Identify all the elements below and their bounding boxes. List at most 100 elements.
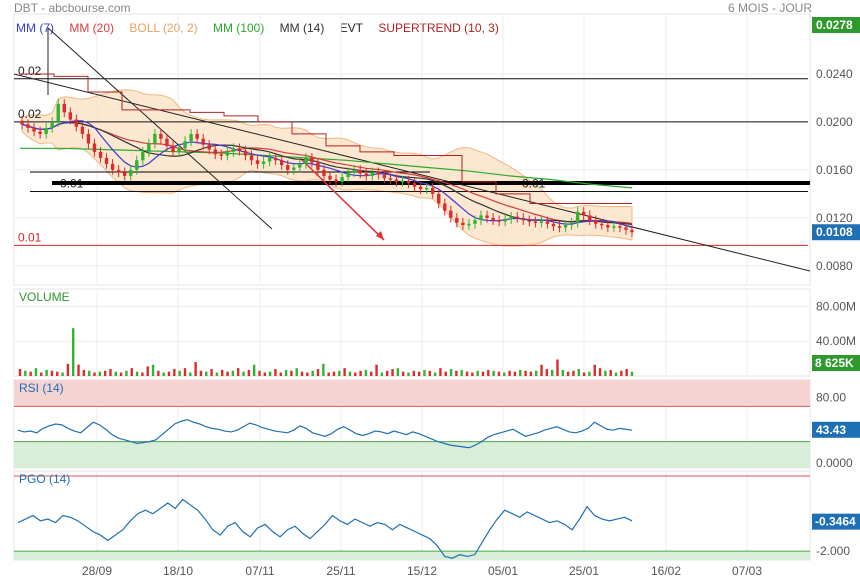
candle-body xyxy=(165,138,169,146)
volume-bar xyxy=(322,363,325,376)
pgo-line xyxy=(17,498,633,559)
candle-body xyxy=(92,143,97,152)
volume-bar xyxy=(630,371,634,376)
candle-body xyxy=(292,167,296,170)
x-tick-label: 18/10 xyxy=(163,564,193,578)
candle-body xyxy=(376,172,381,175)
candle-body xyxy=(370,172,374,176)
panel-frame-price xyxy=(13,13,811,286)
legend-mm14[interactable]: MM (14) xyxy=(279,21,325,35)
candle-body xyxy=(473,220,477,224)
candle-body xyxy=(569,222,574,226)
candle-body xyxy=(455,217,459,223)
volume-bar xyxy=(497,371,501,376)
volume-bar xyxy=(40,372,43,376)
volume-bar xyxy=(45,369,48,376)
rsi-line xyxy=(17,418,633,449)
legend-boll[interactable]: BOLL (20, 2) xyxy=(129,21,198,35)
volume-bar xyxy=(332,371,336,376)
volume-bar xyxy=(56,371,59,376)
volume-bar xyxy=(72,328,75,376)
volume-bar xyxy=(582,372,586,376)
volume-bar xyxy=(306,372,309,376)
volume-bar xyxy=(300,371,304,376)
volume-badge xyxy=(812,355,860,371)
legend-supertrend[interactable]: SUPERTREND (10, 3) xyxy=(378,21,499,35)
candle-body xyxy=(358,169,362,174)
candle-body xyxy=(581,211,586,216)
volume-bar xyxy=(465,371,469,376)
legend-mm20[interactable]: MM (20) xyxy=(69,21,115,35)
volume-bar xyxy=(529,371,533,376)
volume-bar xyxy=(487,369,490,376)
candle-body xyxy=(503,219,507,222)
volume-bar xyxy=(252,364,256,376)
candle-body xyxy=(412,183,417,187)
candle-body xyxy=(322,169,326,176)
price-tick-label: 0.0080 xyxy=(816,259,853,273)
x-tick-label: 25/01 xyxy=(569,564,599,578)
volume-bar xyxy=(577,369,580,376)
volume-bar xyxy=(417,371,421,376)
candle-body xyxy=(515,216,519,219)
volume-bar xyxy=(375,364,378,376)
price-panel: 0.020.020.010.010.01 xyxy=(13,27,811,272)
candle-body xyxy=(44,127,48,134)
volume-bar xyxy=(401,371,405,376)
volume-bar xyxy=(444,371,447,376)
volume-bar xyxy=(18,369,22,376)
volume-bar xyxy=(359,370,362,376)
volume-bar xyxy=(103,370,107,376)
candle-body xyxy=(406,180,411,184)
volume-bar xyxy=(566,371,570,376)
volume-title: VOLUME xyxy=(19,290,70,304)
candle-body xyxy=(201,138,205,145)
volume-bar xyxy=(189,372,192,376)
volume-bar xyxy=(77,364,80,376)
legend-mm7[interactable]: MM (7) xyxy=(16,21,54,35)
legend-mm100[interactable]: MM (100) xyxy=(212,21,265,35)
candle-body xyxy=(491,217,495,221)
volume-bar xyxy=(455,370,458,376)
candle-body xyxy=(147,143,151,152)
volume-tick-label: 80.00M xyxy=(816,299,856,313)
volume-bar xyxy=(556,359,559,376)
candle-body xyxy=(20,120,24,125)
volume-bar xyxy=(141,372,144,376)
candle-body xyxy=(231,148,236,152)
rsi-badge xyxy=(812,421,860,438)
rsi-tick-label: 0.0000 xyxy=(816,456,853,470)
candle-body xyxy=(286,165,290,170)
volume-bar xyxy=(119,372,123,376)
volume-bar xyxy=(199,370,203,376)
candle-body xyxy=(104,157,109,164)
candle-body xyxy=(497,220,501,222)
volume-bar xyxy=(183,368,187,376)
volume-bar xyxy=(439,368,442,376)
volume-bar xyxy=(407,372,410,376)
volume-bar xyxy=(210,369,213,376)
volume-bar xyxy=(290,370,293,376)
candle-body xyxy=(509,216,513,220)
volume-bar xyxy=(524,370,527,376)
candle-body xyxy=(135,160,139,170)
candle-body xyxy=(316,162,320,170)
candle-body xyxy=(68,112,73,120)
legend-evt[interactable]: EVT xyxy=(339,21,364,35)
volume-bar xyxy=(29,371,32,376)
volume-bar xyxy=(593,364,596,376)
rsi-panel: RSI (14) xyxy=(14,380,810,468)
volume-bar xyxy=(205,371,208,376)
volume-bar xyxy=(24,370,27,376)
candle-body xyxy=(624,227,628,230)
volume-bar xyxy=(396,368,400,376)
candle-body xyxy=(346,172,350,178)
candle-body xyxy=(430,187,435,194)
candle-body xyxy=(273,157,278,161)
volume-bar xyxy=(316,369,320,376)
candle-body xyxy=(189,133,193,142)
candle-body xyxy=(461,222,465,226)
rsi-title: RSI (14) xyxy=(19,381,64,395)
candle-body xyxy=(382,174,387,179)
pgo-oversold-zone xyxy=(14,551,810,560)
